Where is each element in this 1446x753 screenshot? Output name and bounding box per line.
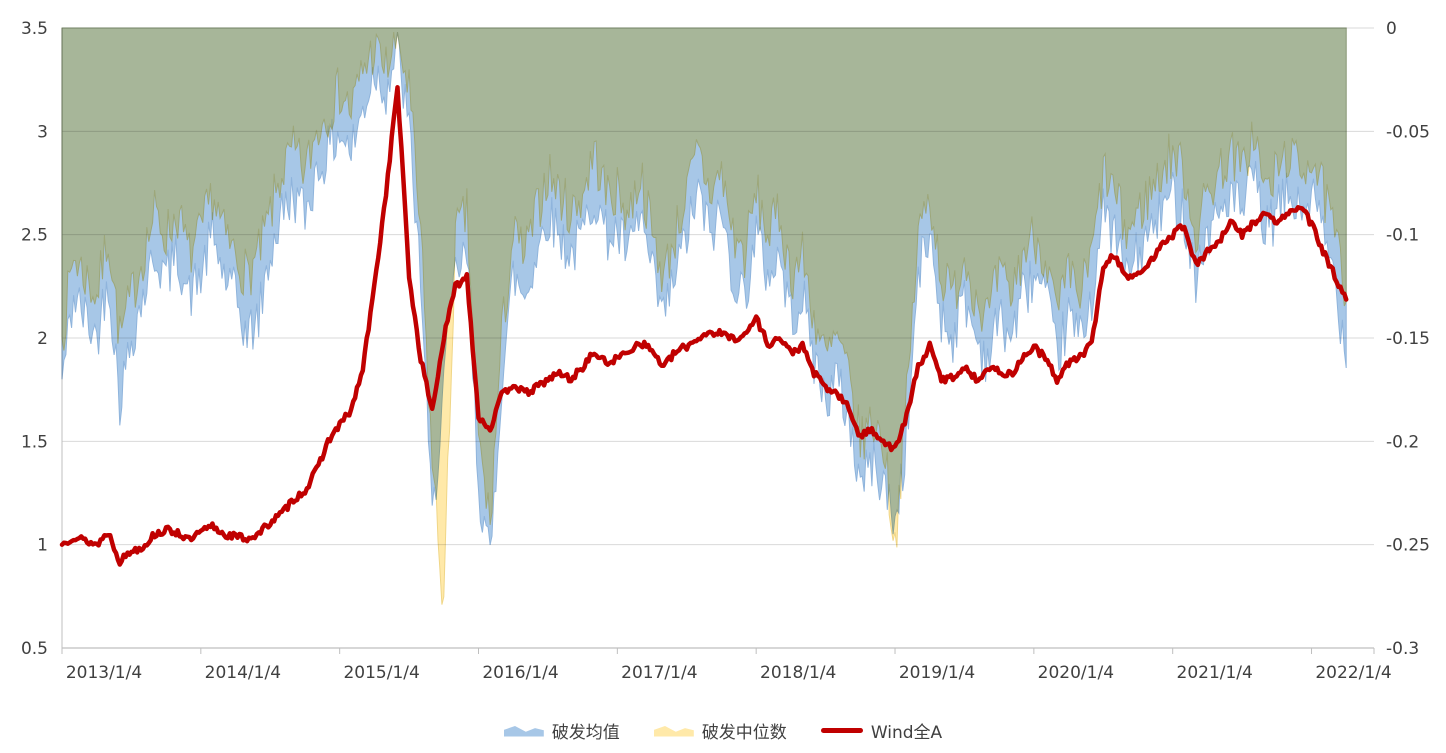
chart-canvas: 3.5 3 2.5 2 1.5 1 0.5 0 -0.05 -0.1 -0.15 -0.2 -0.25 -… xyxy=(21,19,1430,683)
area-swatch-yellow-icon xyxy=(653,725,694,737)
svg-text:2014/1/4: 2014/1/4 xyxy=(205,663,281,683)
svg-text:2.5: 2.5 xyxy=(21,226,48,246)
legend-item-wind: Wind全A xyxy=(820,718,943,743)
svg-text:2017/1/4: 2017/1/4 xyxy=(621,663,697,683)
svg-text:-0.2: -0.2 xyxy=(1386,432,1419,452)
chart-legend: 破发均值 破发中位数 Wind全A xyxy=(0,718,1446,743)
svg-text:-0.1: -0.1 xyxy=(1386,226,1419,246)
svg-text:1.5: 1.5 xyxy=(21,432,48,452)
area-swatch-blue-icon xyxy=(503,725,544,737)
svg-text:0: 0 xyxy=(1386,19,1397,39)
svg-text:2: 2 xyxy=(37,329,48,349)
svg-text:3.5: 3.5 xyxy=(21,19,48,39)
svg-text:-0.3: -0.3 xyxy=(1386,639,1419,659)
svg-text:2020/1/4: 2020/1/4 xyxy=(1038,663,1114,683)
legend-label-wind: Wind全A xyxy=(870,723,943,743)
legend-item-mean: 破发均值 xyxy=(503,718,620,743)
line-swatch-red-icon xyxy=(820,728,863,733)
legend-label-median: 破发中位数 xyxy=(701,723,787,743)
svg-text:2019/1/4: 2019/1/4 xyxy=(899,663,975,683)
svg-text:-0.05: -0.05 xyxy=(1386,122,1430,142)
svg-text:2016/1/4: 2016/1/4 xyxy=(482,663,558,683)
svg-text:2015/1/4: 2015/1/4 xyxy=(343,663,419,683)
svg-text:-0.25: -0.25 xyxy=(1386,536,1430,556)
svg-text:0.5: 0.5 xyxy=(21,639,48,659)
svg-text:2013/1/4: 2013/1/4 xyxy=(66,663,142,683)
legend-item-median: 破发中位数 xyxy=(653,718,787,743)
svg-text:1: 1 xyxy=(37,536,48,556)
svg-text:3: 3 xyxy=(37,122,48,142)
svg-text:2018/1/4: 2018/1/4 xyxy=(760,663,836,683)
svg-text:-0.15: -0.15 xyxy=(1386,329,1430,349)
legend-label-mean: 破发均值 xyxy=(551,723,620,743)
svg-text:2021/1/4: 2021/1/4 xyxy=(1177,663,1253,683)
svg-text:2022/1/4: 2022/1/4 xyxy=(1315,663,1391,683)
